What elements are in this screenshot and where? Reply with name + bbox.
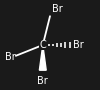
Polygon shape: [39, 45, 46, 70]
Text: Br: Br: [37, 76, 48, 86]
Text: C: C: [39, 40, 46, 50]
Text: Br: Br: [73, 40, 84, 50]
Text: Br: Br: [52, 4, 63, 14]
Text: Br: Br: [5, 52, 16, 62]
